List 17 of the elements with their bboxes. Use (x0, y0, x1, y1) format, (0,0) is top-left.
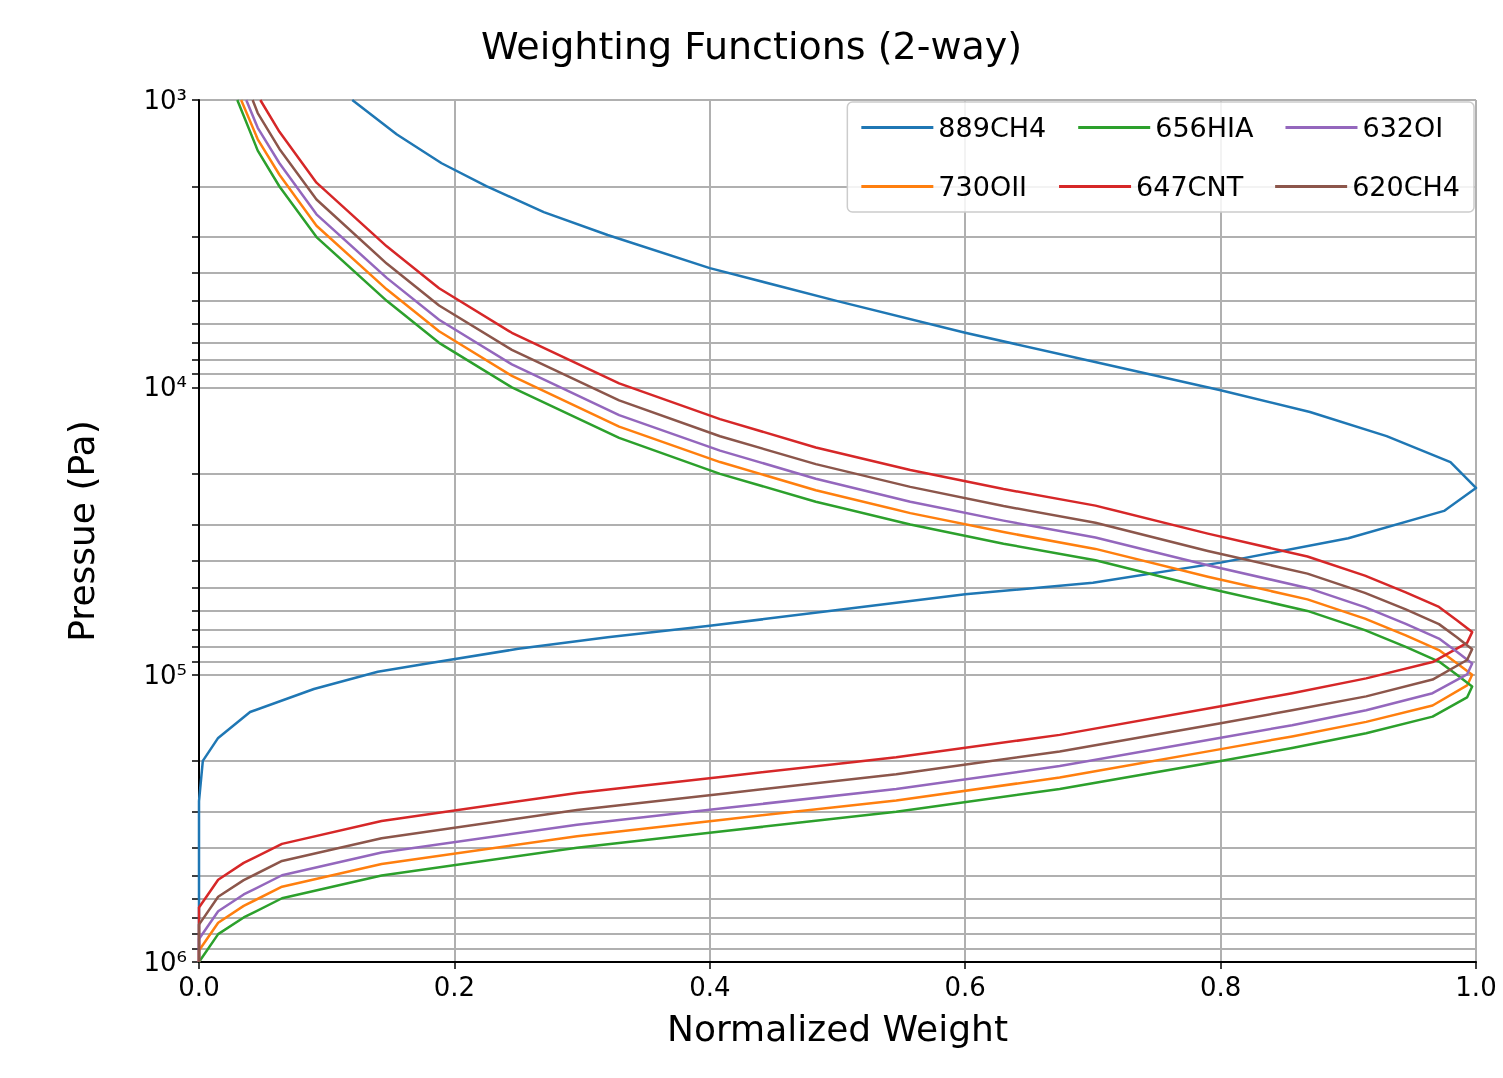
legend-label: 730OII (938, 171, 1028, 202)
y-axis-title: Pressue (Pa) (60, 420, 102, 642)
x-tick-label: 0.2 (433, 972, 476, 1002)
y-tick-label: 10⁴ (143, 372, 187, 403)
y-tick-label: 10⁵ (143, 659, 187, 690)
legend-label: 620CH4 (1352, 171, 1461, 202)
legend-label: 656HIA (1155, 112, 1255, 143)
x-tick-label: 0.8 (1199, 972, 1242, 1002)
legend-label: 632OI (1362, 112, 1444, 143)
legend-label: 889CH4 (938, 112, 1047, 143)
x-tick-label: 1.0 (1455, 972, 1497, 1002)
x-tick-label: 0.6 (944, 972, 986, 1002)
x-axis-title: Normalized Weight (666, 1007, 1009, 1049)
chart-title: Weighting Functions (2-way) (480, 24, 1023, 68)
legend-label: 647CNT (1136, 171, 1244, 202)
y-tick-label: 10³ (143, 85, 187, 115)
x-tick-label: 0.4 (689, 972, 731, 1002)
